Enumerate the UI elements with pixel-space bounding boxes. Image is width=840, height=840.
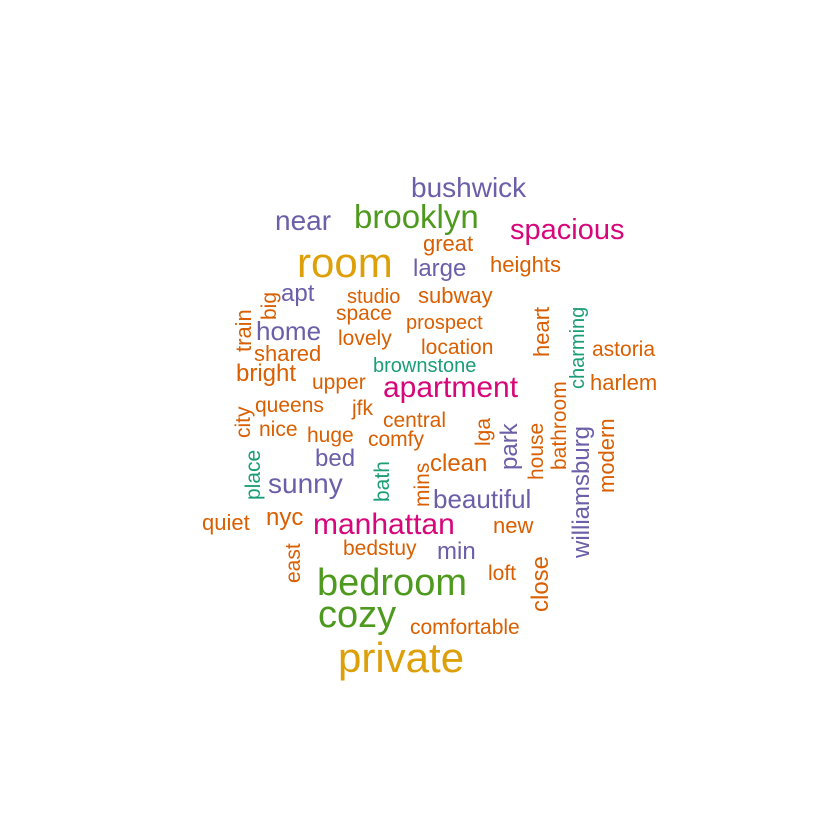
word-location: location bbox=[421, 336, 494, 359]
word-bathroom: bathroom bbox=[547, 381, 571, 470]
word-room: room bbox=[297, 239, 393, 286]
word-sunny: sunny bbox=[268, 468, 343, 499]
word-central: central bbox=[383, 409, 447, 432]
word-city: city bbox=[231, 406, 255, 439]
word-jfk: jfk bbox=[352, 397, 373, 420]
word-beautiful: beautiful bbox=[433, 484, 532, 514]
word-comfortable: comfortable bbox=[410, 616, 520, 639]
word-comfy: comfy bbox=[368, 428, 425, 451]
word-private: private bbox=[338, 634, 465, 681]
word-mins: mins bbox=[410, 462, 434, 507]
word-space: space bbox=[336, 302, 393, 325]
word-brownstone: brownstone bbox=[373, 355, 477, 377]
word-bed: bed bbox=[315, 445, 356, 472]
word-train: train bbox=[231, 309, 256, 352]
word-near: near bbox=[275, 205, 332, 236]
word-close: close bbox=[527, 555, 554, 612]
word-heart: heart bbox=[529, 306, 554, 357]
word-spacious: spacious bbox=[510, 214, 625, 246]
word-modern: modern bbox=[594, 418, 619, 493]
word-loft: loft bbox=[488, 562, 517, 585]
word-place: place bbox=[241, 449, 265, 500]
word-apt: apt bbox=[281, 280, 315, 307]
word-bedstuy: bedstuy bbox=[343, 537, 417, 560]
word-nice: nice bbox=[259, 418, 298, 441]
word-quiet: quiet bbox=[202, 510, 250, 535]
word-studio: studio bbox=[347, 286, 401, 308]
word-manhattan: manhattan bbox=[313, 508, 455, 541]
word-harlem: harlem bbox=[590, 370, 658, 395]
word-heights: heights bbox=[490, 252, 561, 277]
word-great: great bbox=[423, 231, 474, 256]
word-big: big bbox=[257, 291, 281, 320]
word-bedroom: bedroom bbox=[317, 562, 467, 604]
word-east: east bbox=[281, 543, 305, 583]
word-min: min bbox=[437, 538, 476, 565]
word-clean: clean bbox=[430, 450, 488, 477]
word-upper: upper bbox=[312, 371, 366, 394]
word-bright: bright bbox=[236, 360, 297, 387]
word-new: new bbox=[493, 513, 534, 538]
word-bushwick: bushwick bbox=[411, 172, 527, 203]
word-huge: huge bbox=[307, 424, 354, 447]
word-large: large bbox=[413, 255, 467, 282]
word-lovely: lovely bbox=[338, 327, 392, 350]
word-nyc: nyc bbox=[266, 504, 304, 531]
word-home: home bbox=[256, 316, 322, 346]
word-subway: subway bbox=[418, 283, 493, 308]
word-queens: queens bbox=[255, 394, 324, 417]
word-apartment: apartment bbox=[383, 371, 519, 404]
word-brooklyn: brooklyn bbox=[354, 198, 479, 235]
word-park: park bbox=[496, 423, 523, 470]
word-house: house bbox=[524, 422, 548, 480]
word-williamsburg: williamsburg bbox=[568, 425, 595, 558]
word-bath: bath bbox=[370, 461, 394, 502]
word-prospect: prospect bbox=[406, 312, 483, 334]
word-lga: lga bbox=[471, 417, 495, 446]
word-shared: shared bbox=[254, 341, 322, 366]
word-charming: charming bbox=[567, 306, 589, 389]
word-astoria: astoria bbox=[592, 338, 656, 361]
word-cozy: cozy bbox=[318, 594, 397, 636]
